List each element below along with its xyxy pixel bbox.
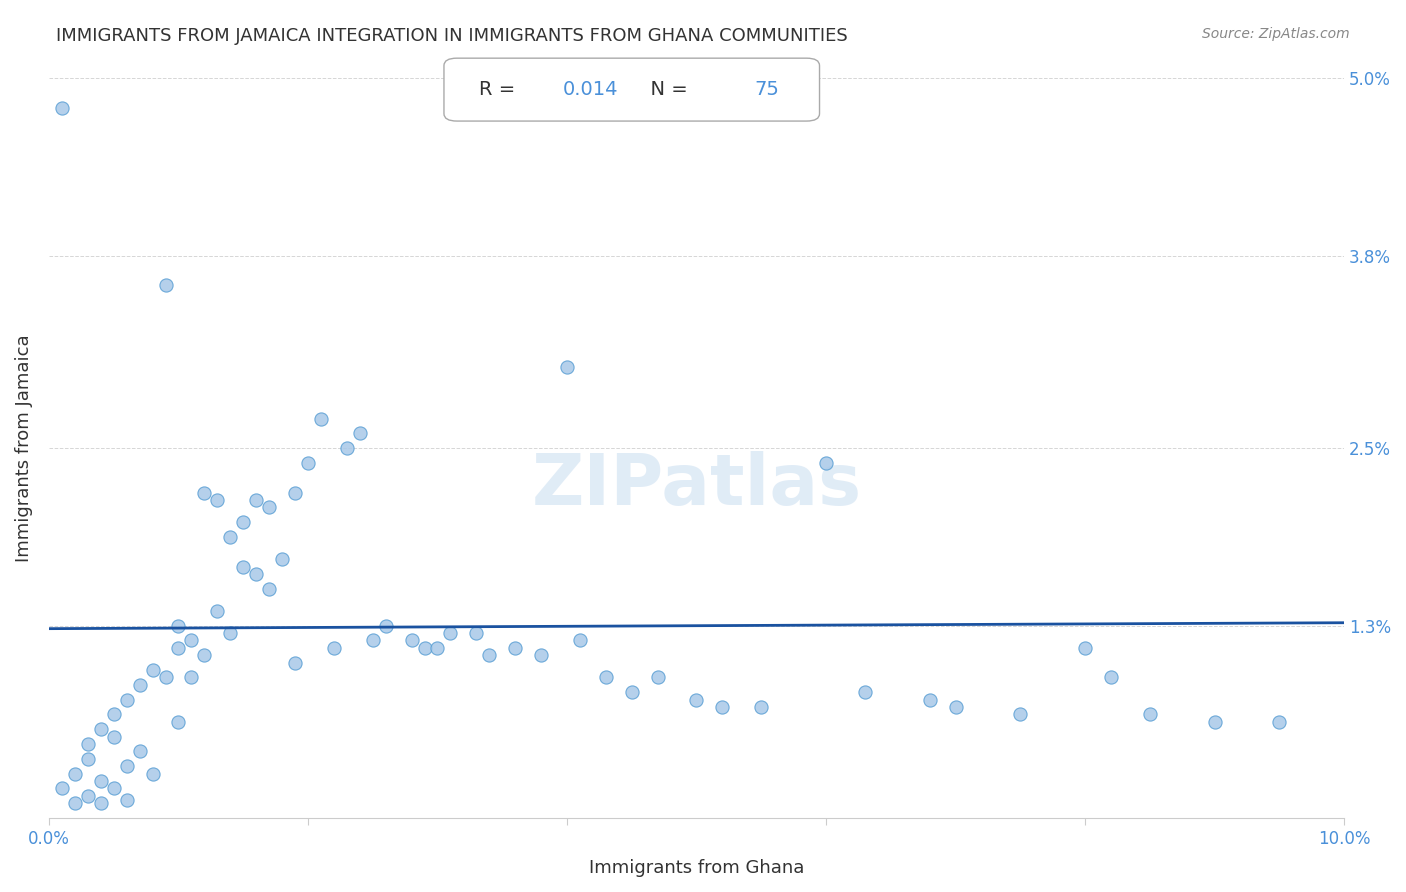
Point: [284, 485, 307, 500]
Text: R =: R =: [479, 80, 522, 99]
Point: [1099, 671, 1122, 685]
FancyBboxPatch shape: [444, 58, 820, 121]
Point: [530, 648, 553, 663]
Point: [284, 656, 307, 670]
Point: [711, 700, 734, 714]
Point: [128, 678, 150, 692]
Point: [167, 640, 190, 655]
Point: [207, 604, 229, 618]
Point: [103, 781, 125, 796]
Point: [115, 759, 138, 773]
Point: [219, 530, 242, 544]
Point: [232, 515, 254, 529]
Point: [297, 456, 319, 470]
Point: [193, 648, 215, 663]
Point: [51, 781, 73, 796]
Point: [180, 671, 202, 685]
Point: [245, 492, 267, 507]
Point: [207, 492, 229, 507]
Point: [257, 500, 280, 515]
Point: [219, 626, 242, 640]
Point: [1268, 714, 1291, 729]
Point: [63, 797, 86, 811]
Text: ZIPatlas: ZIPatlas: [531, 450, 862, 520]
Point: [115, 692, 138, 706]
Y-axis label: Immigrants from Jamaica: Immigrants from Jamaica: [15, 334, 32, 562]
Point: [465, 626, 488, 640]
Point: [620, 685, 643, 699]
Point: [257, 582, 280, 596]
Point: [322, 640, 344, 655]
Point: [90, 723, 112, 737]
X-axis label: Immigrants from Ghana: Immigrants from Ghana: [589, 859, 804, 877]
Point: [945, 700, 967, 714]
Point: [193, 485, 215, 500]
Point: [90, 774, 112, 789]
Point: [647, 671, 669, 685]
Point: [685, 692, 707, 706]
Point: [503, 640, 526, 655]
Text: 0.014: 0.014: [562, 80, 619, 99]
Point: [1139, 707, 1161, 722]
Point: [413, 640, 436, 655]
Point: [155, 671, 177, 685]
Point: [426, 640, 449, 655]
Point: [814, 456, 837, 470]
Text: IMMIGRANTS FROM JAMAICA INTEGRATION IN IMMIGRANTS FROM GHANA COMMUNITIES: IMMIGRANTS FROM JAMAICA INTEGRATION IN I…: [56, 27, 848, 45]
Point: [1074, 640, 1097, 655]
Point: [155, 278, 177, 293]
Point: [439, 626, 461, 640]
Point: [555, 359, 578, 374]
Point: [478, 648, 501, 663]
Point: [1204, 714, 1226, 729]
Point: [142, 663, 165, 677]
Point: [568, 633, 591, 648]
Text: Source: ZipAtlas.com: Source: ZipAtlas.com: [1202, 27, 1350, 41]
Point: [115, 793, 138, 807]
Point: [167, 714, 190, 729]
Point: [401, 633, 423, 648]
Point: [142, 766, 165, 780]
Point: [76, 737, 98, 751]
Point: [180, 633, 202, 648]
Point: [361, 633, 384, 648]
Point: [103, 730, 125, 744]
Point: [103, 707, 125, 722]
Text: N =: N =: [638, 80, 695, 99]
Point: [595, 671, 617, 685]
Point: [76, 789, 98, 803]
Point: [51, 101, 73, 115]
Point: [374, 618, 396, 632]
Point: [749, 700, 772, 714]
Point: [232, 559, 254, 574]
Point: [90, 797, 112, 811]
Point: [918, 692, 941, 706]
Point: [63, 766, 86, 780]
Point: [309, 411, 332, 425]
Point: [1010, 707, 1032, 722]
Point: [167, 618, 190, 632]
Point: [853, 685, 876, 699]
Point: [128, 744, 150, 758]
Point: [349, 426, 371, 441]
Point: [245, 566, 267, 581]
Text: 75: 75: [755, 80, 780, 99]
Point: [336, 441, 359, 455]
Point: [76, 752, 98, 766]
Point: [271, 552, 294, 566]
